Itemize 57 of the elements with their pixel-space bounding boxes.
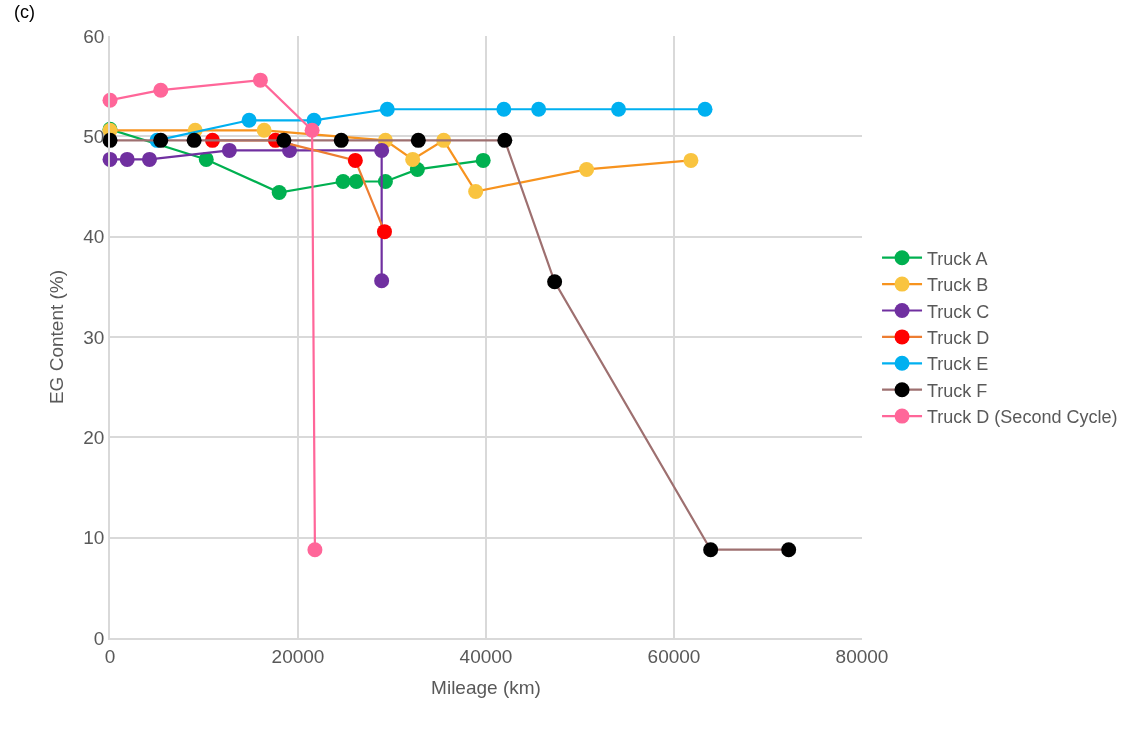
point — [335, 173, 351, 189]
x-tick-label: 60000 — [647, 645, 701, 667]
y-tick-label: 60 — [83, 25, 105, 47]
point — [186, 132, 202, 148]
point — [153, 132, 169, 148]
point — [252, 72, 268, 88]
point — [221, 142, 237, 158]
point — [475, 152, 491, 168]
x-tick-label: 20000 — [271, 645, 325, 667]
legend-label: Truck F — [927, 380, 988, 401]
point — [119, 151, 135, 167]
point — [276, 132, 292, 148]
point — [347, 152, 363, 168]
legend-label: Truck B — [927, 275, 989, 296]
legend-label: Truck C — [927, 301, 990, 322]
point — [683, 152, 699, 168]
point — [703, 542, 719, 558]
point — [496, 101, 512, 117]
point — [410, 132, 426, 148]
point — [697, 101, 713, 117]
point — [198, 151, 214, 167]
point — [348, 173, 364, 189]
legend-label: Truck D — [927, 327, 990, 348]
point — [579, 161, 595, 177]
point — [405, 151, 421, 167]
x-axis-title: Mileage (km) — [431, 676, 541, 698]
point — [307, 542, 323, 558]
y-tick-label: 0 — [93, 627, 105, 649]
point — [468, 184, 484, 200]
text: (c) — [14, 2, 35, 22]
point — [531, 101, 547, 117]
point — [374, 273, 390, 289]
point — [497, 132, 513, 148]
point — [781, 542, 797, 558]
y-tick-label: 20 — [83, 426, 105, 448]
legend-label: Truck E — [927, 354, 989, 375]
legend-label: Truck D (Second Cycle) — [927, 407, 1118, 428]
point — [374, 142, 390, 158]
legend-label: Truck A — [927, 248, 988, 269]
x-tick-label: 40000 — [459, 645, 513, 667]
y-tick-label: 40 — [83, 226, 105, 248]
y-tick-label: 10 — [83, 527, 105, 549]
point — [241, 112, 257, 128]
point — [379, 101, 395, 117]
point — [376, 224, 392, 240]
point — [141, 151, 157, 167]
point — [611, 101, 627, 117]
y-tick-label: 30 — [83, 326, 105, 348]
y-axis-title: EG Content (%) — [45, 269, 67, 405]
point — [547, 274, 563, 290]
point — [304, 122, 320, 138]
point — [256, 122, 272, 138]
point — [153, 82, 169, 98]
point — [333, 132, 349, 148]
y-tick-label: 50 — [83, 125, 105, 147]
x-tick-label: 80000 — [835, 645, 889, 667]
point — [271, 185, 287, 201]
